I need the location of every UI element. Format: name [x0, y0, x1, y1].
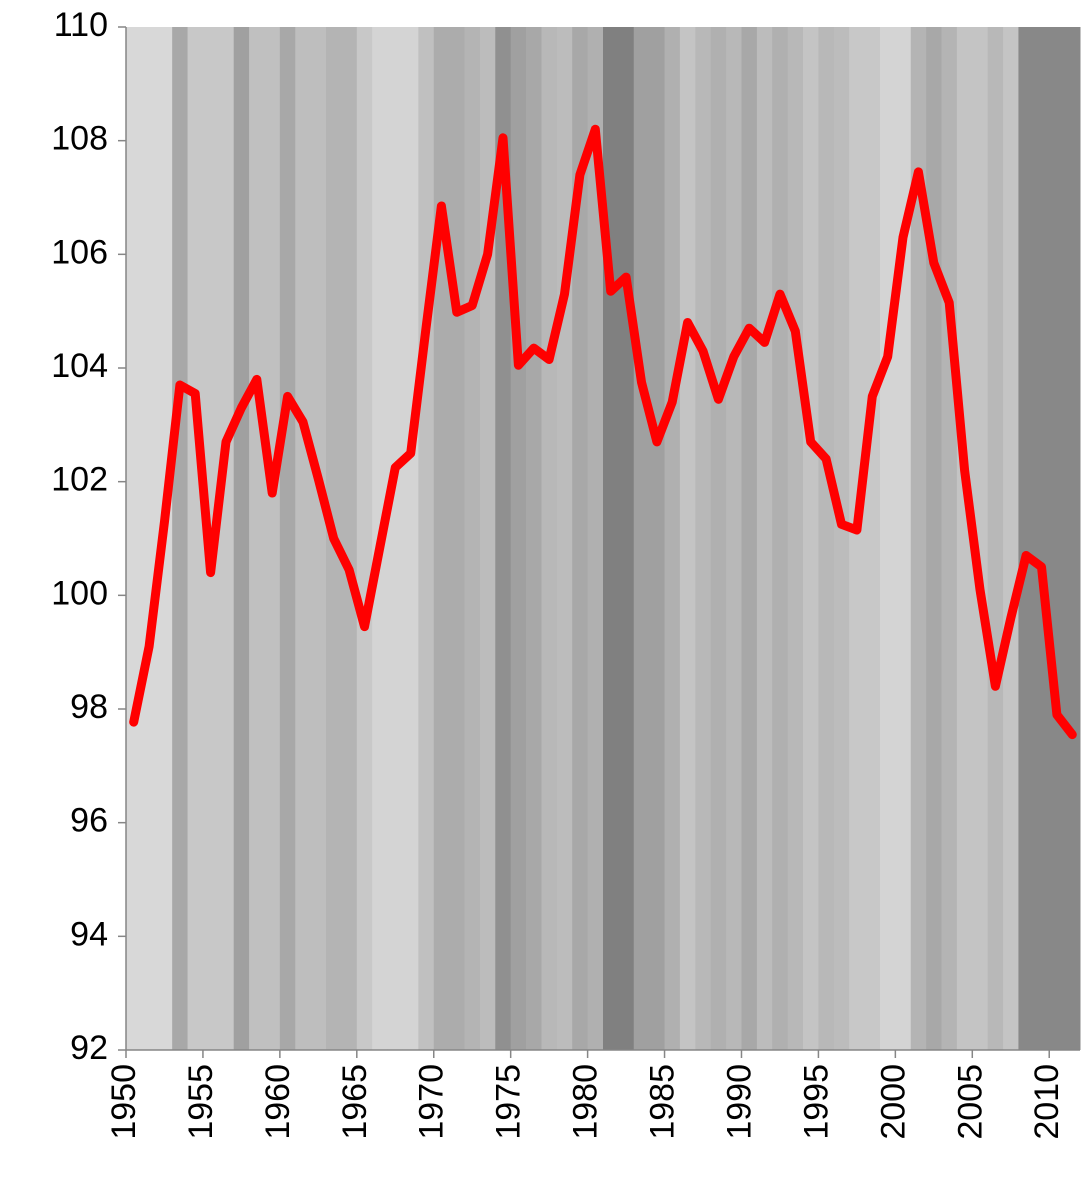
background-band — [772, 27, 789, 1050]
background-band — [787, 27, 804, 1050]
background-band — [433, 27, 450, 1050]
x-tick-label: 1970 — [413, 1064, 451, 1140]
background-band — [126, 27, 142, 1050]
background-band — [387, 27, 404, 1050]
background-band — [587, 27, 604, 1050]
background-band — [849, 27, 866, 1050]
background-band — [741, 27, 758, 1050]
x-tick-label: 1980 — [567, 1064, 605, 1140]
x-tick-label: 1965 — [336, 1064, 374, 1140]
background-band — [603, 27, 619, 1050]
y-tick-label: 98 — [70, 688, 108, 726]
x-tick-label: 2010 — [1028, 1064, 1066, 1140]
y-tick-label: 106 — [51, 233, 108, 271]
background-band — [710, 27, 727, 1050]
background-band — [1064, 27, 1081, 1050]
background-band — [649, 27, 666, 1050]
y-tick-label: 104 — [51, 347, 108, 385]
background-band — [956, 27, 973, 1050]
background-band — [987, 27, 1004, 1050]
y-tick-label: 108 — [51, 120, 108, 158]
y-tick-label: 96 — [70, 802, 108, 840]
background-band — [756, 27, 773, 1050]
background-band — [418, 27, 435, 1050]
background-band — [233, 27, 250, 1050]
background-band — [679, 27, 696, 1050]
background-band — [187, 27, 204, 1050]
background-band — [941, 27, 958, 1050]
x-tick-label: 1990 — [720, 1064, 758, 1140]
background-band — [1018, 27, 1035, 1050]
background-band — [879, 27, 896, 1050]
x-tick-label: 1975 — [490, 1064, 528, 1140]
x-tick-label: 1985 — [644, 1064, 682, 1140]
data-line — [129, 124, 1077, 740]
background-band — [402, 27, 419, 1050]
background-band — [726, 27, 742, 1050]
background-band — [1049, 27, 1066, 1050]
background-band — [833, 27, 850, 1050]
background-band — [910, 27, 927, 1050]
x-tick-label: 2005 — [951, 1064, 989, 1140]
background-band — [341, 27, 358, 1050]
background-band — [279, 27, 296, 1050]
background-band — [526, 27, 542, 1050]
x-tick-label: 1995 — [797, 1064, 835, 1140]
background-band — [972, 27, 989, 1050]
background-band — [1003, 27, 1019, 1050]
y-tick-label: 92 — [70, 1029, 108, 1067]
x-tick-label: 1960 — [259, 1064, 297, 1140]
background-band — [141, 27, 158, 1050]
background-band — [356, 27, 373, 1050]
x-tick-label: 2000 — [874, 1064, 912, 1140]
background-band — [803, 27, 819, 1050]
background-band — [264, 27, 281, 1050]
background-band — [249, 27, 265, 1050]
y-tick-label: 100 — [51, 574, 108, 612]
background-band — [695, 27, 712, 1050]
background-band — [633, 27, 650, 1050]
background-band — [818, 27, 835, 1050]
background-band — [664, 27, 681, 1050]
y-tick-label: 102 — [51, 461, 108, 499]
background-band — [1033, 27, 1050, 1050]
x-tick-label: 1950 — [105, 1064, 143, 1140]
background-band — [495, 27, 512, 1050]
background-band — [295, 27, 312, 1050]
background-band — [464, 27, 481, 1050]
background-band — [618, 27, 635, 1050]
x-tick-label: 1955 — [182, 1064, 220, 1140]
background-band — [556, 27, 573, 1050]
background-band — [541, 27, 558, 1050]
background-band — [510, 27, 527, 1050]
y-tick-label: 94 — [70, 915, 108, 953]
background-band — [926, 27, 943, 1050]
y-tick-label: 110 — [54, 6, 108, 44]
background-band — [172, 27, 189, 1050]
background-band — [895, 27, 912, 1050]
background-band — [449, 27, 466, 1050]
background-band — [310, 27, 327, 1050]
background-band — [218, 27, 235, 1050]
background-band — [864, 27, 881, 1050]
background-band — [572, 27, 589, 1050]
background-band — [479, 27, 496, 1050]
